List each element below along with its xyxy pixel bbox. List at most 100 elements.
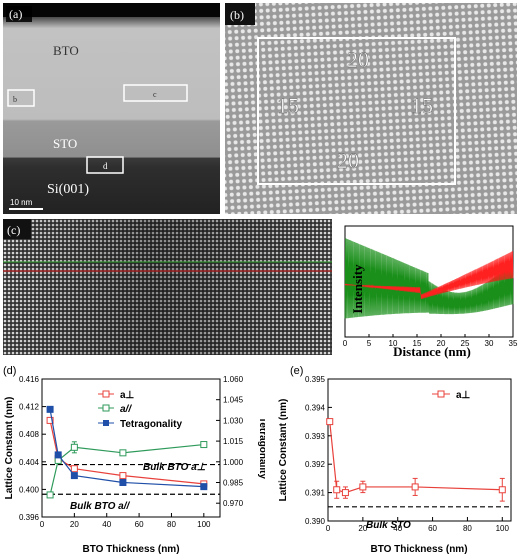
box-d-label: d <box>103 161 108 171</box>
profile-xtick-label: 25 <box>461 339 470 348</box>
box-b <box>7 89 35 107</box>
profile-xtick-label: 20 <box>437 339 446 348</box>
chart-d-series-0-point <box>70 465 78 473</box>
chart-e-series-0-point <box>341 489 349 497</box>
chart-e-series-0-point <box>498 486 506 494</box>
chart-e-ytick-label: 0.392 <box>305 460 326 469</box>
chart-d-series-1-point <box>200 441 208 449</box>
chart-e-series-0-point <box>411 483 419 491</box>
annot-bulk-perp: Bulk BTO a⊥ <box>143 462 206 473</box>
panel-c-label: (c) <box>7 223 20 237</box>
profile-xtick-label: 10 <box>389 339 398 348</box>
profile-xtick-label: 0 <box>343 339 348 348</box>
chart-d-xtick-label: 100 <box>197 520 211 529</box>
legend-tetragonality: Tetragonality <box>120 419 182 430</box>
chart-d-y2tick-label: 1.030 <box>223 416 244 425</box>
chart-d-xtick-label: 0 <box>40 520 45 529</box>
legend-a-par: a// <box>120 404 132 415</box>
panel-b-micrograph: (b) 20 20 15 15 <box>225 3 517 214</box>
chart-d-y2tick-label: 1.000 <box>223 458 244 467</box>
panel-a-label: (a) <box>9 7 22 21</box>
chart-e-ylabel: Lattice Constant (nm) <box>278 399 289 502</box>
chart-d-ylabel: Lattice Constant (nm) <box>4 397 15 500</box>
chart-d-xtick-label: 20 <box>70 520 79 529</box>
count-left: 15 <box>277 93 299 118</box>
chart-d-legend: a⊥ a// Tetragonality <box>98 390 182 430</box>
chart-d-ytick-label: 0.412 <box>19 403 40 412</box>
chart-d-frame <box>41 378 221 518</box>
panel-b-label: (b) <box>230 8 244 22</box>
chart-d-y2label: Tetragonality <box>257 417 265 479</box>
chart-e-xtick-label: 60 <box>428 524 437 533</box>
chart-e-xtick-label: 80 <box>463 524 472 533</box>
chart-d-xtick-label: 80 <box>167 520 176 529</box>
profile-xtick-label: 15 <box>413 339 422 348</box>
bto-layer-label: BTO <box>53 43 79 58</box>
profile-xlabel: Distance (nm) <box>393 344 471 359</box>
chart-d-series-0-point <box>119 472 127 480</box>
count-bottom: 20 <box>337 148 359 173</box>
chart-d-series-1-point <box>46 491 54 499</box>
chart-e-ytick-label: 0.390 <box>305 517 326 526</box>
chart-e-ytick-label: 0.395 <box>305 375 326 384</box>
intensity-profile: 0 5 10 15 20 25 30 35 Intensity Distance (nm) <box>343 225 518 359</box>
chart-d-xlabel: BTO Thickness (nm) <box>82 544 179 555</box>
chart-d-series-1-point <box>70 443 78 451</box>
count-top: 20 <box>347 47 369 72</box>
scale-bar-label: 10 nm <box>10 198 33 207</box>
chart-e-xtick-label: 100 <box>496 524 510 533</box>
chart-d-y2tick-label: 1.045 <box>223 396 244 405</box>
chart-d: (d) 0 20 40 60 80 100 0.396 0.400 0.404 0.408 0.41… <box>3 365 265 555</box>
chart-d-series-2-point <box>200 483 208 491</box>
strain-box <box>257 37 456 185</box>
chart-e-series-0-point <box>326 418 334 426</box>
profile-ylabel: Intensity <box>350 264 365 314</box>
chart-d-ytick-label: 0.396 <box>19 513 40 522</box>
chart-e-xtick-label: 20 <box>358 524 367 533</box>
chart-d-y2tick-label: 0.970 <box>223 499 244 508</box>
panel-d-label: (d) <box>3 365 16 377</box>
chart-e-xtick-label: 40 <box>393 524 402 533</box>
chart-d-series-2-point <box>54 451 62 459</box>
profile-xtick-label: 5 <box>367 339 372 348</box>
box-b-label: b <box>13 95 17 104</box>
chart-d-ytick-label: 0.404 <box>19 458 40 467</box>
legend-e-a-perp: a⊥ <box>456 390 471 401</box>
chart-e-ytick-label: 0.393 <box>305 432 326 441</box>
chart-d-series-1-point <box>119 449 127 457</box>
chart-e-legend: a⊥ <box>432 390 471 401</box>
chart-e: (e) 0 20 40 60 80 100 0.390 0.391 0.392 0.393 0.39… <box>278 365 512 555</box>
chart-d-ytick-label: 0.400 <box>19 485 40 494</box>
chart-d-series-0-point <box>46 416 54 424</box>
profile-red-trace <box>344 251 514 300</box>
si-substrate-label: Si(001) <box>47 182 89 197</box>
chart-d-y2tick-label: 0.985 <box>223 479 244 488</box>
chart-e-ytick-label: 0.394 <box>305 403 326 412</box>
chart-d-y2tick-label: 1.015 <box>223 437 244 446</box>
chart-e-series-0-point <box>359 483 367 491</box>
chart-e-ytick-label: 0.391 <box>305 489 326 498</box>
chart-d-xtick-label: 40 <box>102 520 111 529</box>
sto-layer-label: STO <box>53 136 77 151</box>
profile-xtick-label: 35 <box>509 339 518 348</box>
chart-e-series-0-point <box>333 486 341 494</box>
chart-d-ytick-label: 0.416 <box>19 375 40 384</box>
box-d <box>86 156 124 174</box>
count-right: 15 <box>411 93 433 118</box>
chart-d-y2tick-label: 1.060 <box>223 375 244 384</box>
chart-d-xtick-label: 60 <box>135 520 144 529</box>
panel-a-micrograph: (a) BTO b c STO d Si(001) 10 nm <box>3 3 220 214</box>
annot-bulk-sto: Bulk STO <box>366 520 411 531</box>
chart-e-frame <box>327 378 512 522</box>
chart-e-xlabel: BTO Thickness (nm) <box>370 544 467 555</box>
panel-e-label: (e) <box>290 365 303 377</box>
chart-d-series-2-point <box>119 479 127 486</box>
annot-bulk-par: Bulk BTO a// <box>70 501 130 512</box>
profile-green-trace <box>344 238 514 319</box>
box-c-label: c <box>153 90 157 99</box>
profile-xtick-label: 30 <box>485 339 494 348</box>
chart-d-series-2-point <box>46 405 54 413</box>
chart-d-ytick-label: 0.408 <box>19 430 40 439</box>
panel-c-micrograph: (c) <box>3 219 332 355</box>
legend-a-perp: a⊥ <box>120 390 135 401</box>
